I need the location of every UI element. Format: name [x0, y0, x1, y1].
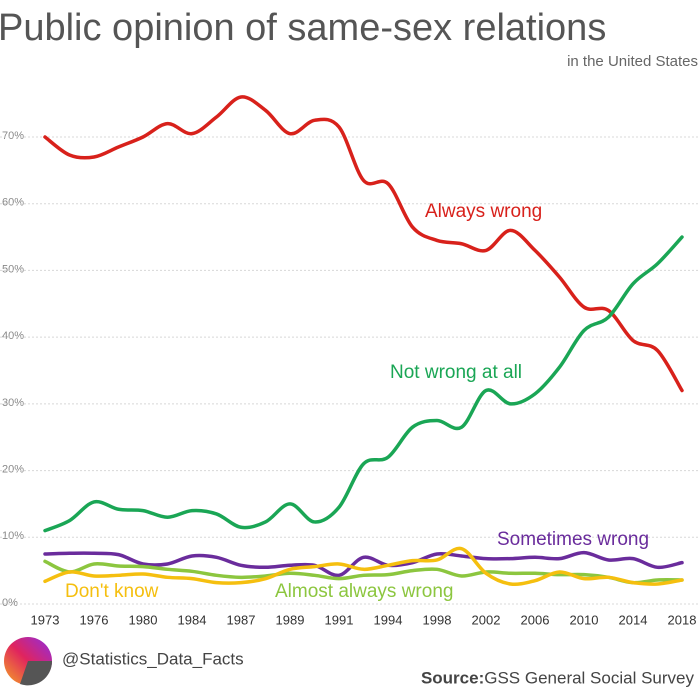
- x-tick-label: 1976: [80, 612, 109, 627]
- y-tick-label: 50%: [2, 263, 24, 275]
- x-tick-label: 2002: [472, 612, 501, 627]
- series-line: [43, 550, 684, 578]
- x-tick-label: 2010: [570, 612, 599, 627]
- chart-subtitle: in the United States: [567, 53, 698, 70]
- series-line: [43, 235, 684, 533]
- source: GSS General Social Survey: [484, 668, 694, 687]
- x-tick-label: 2014: [619, 612, 648, 627]
- series-line: [43, 559, 684, 585]
- x-tick-label: 2006: [521, 612, 550, 627]
- y-tick-label: 10%: [2, 530, 24, 542]
- y-tick-label: 0%: [2, 597, 18, 609]
- y-tick-label: 40%: [2, 330, 24, 342]
- logo-slice: [20, 661, 53, 686]
- y-tick-label: 30%: [2, 397, 24, 409]
- x-tick-label: 1987: [227, 612, 256, 627]
- y-tick-label: 70%: [2, 130, 24, 142]
- x-tick-label: 1989: [276, 612, 305, 627]
- series-label: Not wrong at all: [390, 362, 522, 383]
- series-line: [43, 546, 684, 587]
- x-tick-label: 2018: [668, 612, 697, 627]
- handle: @Statistics_Data_Facts: [62, 649, 244, 668]
- x-tick-label: 1998: [423, 612, 452, 627]
- series-label: Almost always wrong: [275, 581, 453, 602]
- chart-title: Public opinion of same-sex relations: [0, 7, 606, 49]
- series-label: Don't know: [65, 581, 159, 602]
- x-tick-label: 1994: [374, 612, 403, 627]
- series-label: Always wrong: [425, 201, 542, 222]
- series-line: [43, 95, 684, 393]
- x-tick-label: 1984: [178, 612, 207, 627]
- series-label: Sometimes wrong: [497, 529, 649, 550]
- y-tick-label: 60%: [2, 197, 24, 209]
- y-tick-label: 20%: [2, 463, 24, 475]
- x-tick-label: 1991: [325, 612, 354, 627]
- x-tick-label: 1973: [31, 612, 60, 627]
- x-tick-label: 1980: [129, 612, 158, 627]
- source-label: Source:: [421, 668, 484, 687]
